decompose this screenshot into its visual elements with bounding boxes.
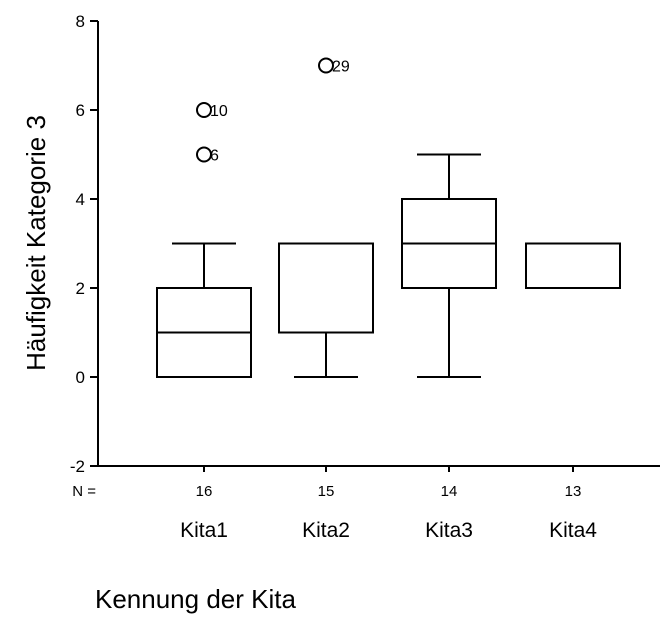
outlier-point	[196, 146, 212, 163]
y-tick-label: 8	[76, 12, 85, 31]
chart-labels: N = 16 Kita1 15 Kita2 14 Kita3 13 Kita4	[72, 483, 597, 542]
y-axis-title: Häufigkeit Kategorie 3	[21, 115, 51, 371]
iqr-box	[278, 242, 374, 334]
n-value: 16	[196, 483, 213, 500]
x-tick-label: Kita1	[180, 519, 228, 542]
x-tick-label: Kita3	[425, 519, 473, 542]
y-tick-label: 6	[76, 101, 85, 120]
outlier-label: 10	[210, 103, 228, 120]
box-kita3	[401, 153, 497, 378]
y-tick-label: 2	[76, 279, 85, 298]
outlier-point	[196, 102, 212, 118]
y-tick-label: 4	[76, 190, 85, 209]
box-kita2: 29	[278, 57, 374, 378]
box-kita4	[525, 242, 621, 289]
iqr-box	[525, 242, 621, 289]
y-tick-label: 0	[76, 368, 85, 387]
outlier-label: 29	[332, 59, 350, 76]
outlier-point	[318, 57, 334, 74]
x-tick-label: Kita2	[302, 519, 350, 542]
n-label: N =	[72, 483, 96, 500]
x-axis-title: Kennung der Kita	[95, 584, 296, 614]
outlier-label: 6	[210, 148, 219, 165]
n-value: 13	[565, 483, 582, 500]
x-tick-label: Kita4	[549, 519, 597, 542]
box-kita1: 10 6	[156, 102, 252, 378]
chart-boxes: 10 6 29	[156, 57, 621, 378]
chart-axes: -2 0 2 4 6 8	[70, 12, 660, 476]
n-value: 14	[441, 483, 458, 500]
y-tick-label: -2	[70, 457, 85, 476]
n-value: 15	[318, 483, 335, 500]
